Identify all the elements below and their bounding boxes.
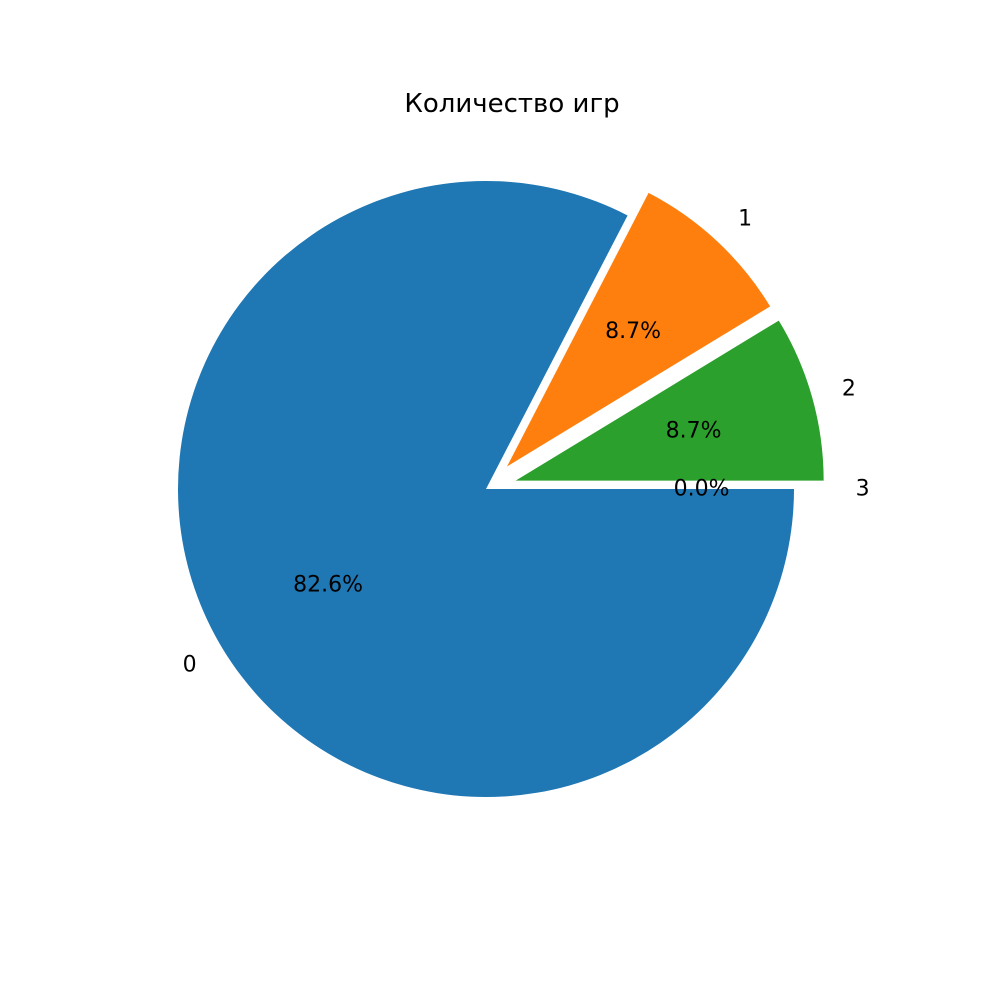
pie-slice-1 [507, 192, 771, 467]
percent-label: 82.6% [293, 573, 363, 598]
pie-slice-0 [178, 180, 794, 797]
category-label: 3 [856, 477, 870, 502]
category-label: 2 [842, 377, 856, 402]
percent-label: 8.7% [605, 319, 661, 344]
percent-label: 8.7% [666, 418, 722, 443]
percent-label: 0.0% [674, 477, 730, 502]
percent-labels: 82.6% 8.7% 8.7% 0.0% [293, 319, 729, 598]
category-label: 0 [183, 653, 197, 678]
chart-title: Количество игр [404, 89, 619, 119]
category-label: 1 [738, 206, 752, 231]
pie-slices [178, 180, 824, 797]
pie-slice-2 [515, 320, 824, 481]
category-labels: 0 1 2 3 [183, 206, 870, 677]
